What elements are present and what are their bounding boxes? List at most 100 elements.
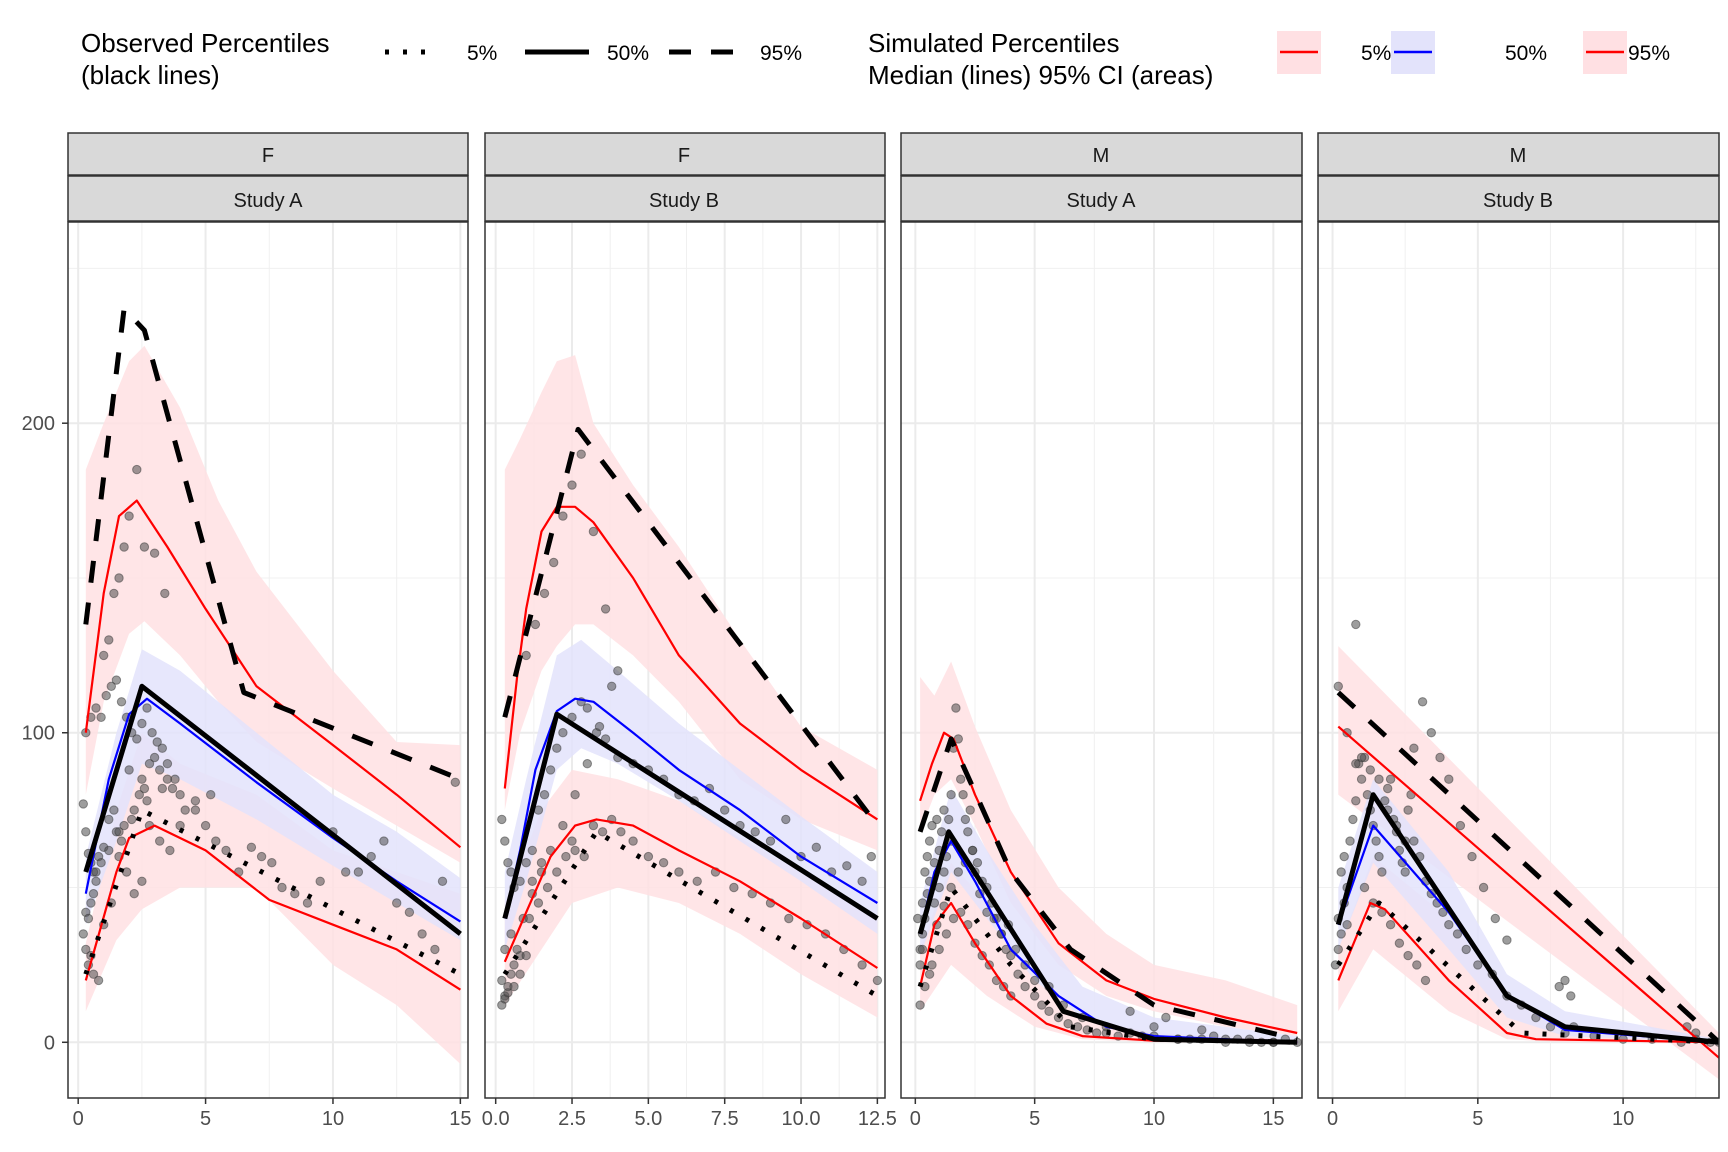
observed-point (315, 876, 325, 886)
observed-point (521, 650, 531, 661)
observed-point (1006, 950, 1016, 961)
observed-point (607, 681, 617, 691)
obs-p50-line (83, 683, 462, 936)
strip-bottom-background (1317, 175, 1720, 222)
observed-point (246, 842, 257, 852)
observed-point (277, 882, 287, 893)
x-tick-label: 10.0 (782, 1108, 821, 1130)
observed-point (781, 814, 791, 825)
observed-point (134, 790, 145, 800)
observed-point (866, 851, 876, 862)
sim-p95-line (503, 505, 878, 821)
observed-point (1342, 920, 1352, 930)
observed-point (104, 845, 114, 856)
observed-point (132, 734, 142, 744)
observed-point (99, 650, 109, 661)
strip-top-label: F (678, 145, 690, 167)
sim-p50-ci-band (504, 639, 878, 950)
observed-point (924, 836, 935, 846)
obs-p95-line (83, 306, 462, 782)
observed-point (784, 913, 794, 924)
legend-simulated-title-line2: Median (lines) 95% CI (areas) (868, 60, 1213, 90)
observed-point (765, 836, 776, 846)
observed-point (119, 820, 129, 831)
observed-point (872, 975, 883, 986)
observed-point (915, 1000, 925, 1010)
observed-point (927, 820, 937, 831)
observed-point (1455, 820, 1466, 831)
sim-p95-ci-band (85, 345, 461, 863)
observed-point (1371, 836, 1381, 846)
observed-point (567, 480, 577, 490)
observed-point (267, 858, 277, 868)
legend-simulated-label-50: 50% (1505, 42, 1547, 65)
legend-observed-label-50: 50% (607, 42, 649, 65)
strip-bottom-label: Study A (1067, 190, 1137, 212)
sim-p05-ci-band (1338, 856, 1719, 1043)
sim-p95-line (919, 731, 1298, 1035)
observed-point (552, 743, 562, 753)
observed-point (106, 681, 117, 691)
observed-point (1377, 867, 1387, 877)
observed-point (927, 960, 937, 970)
obs-p05-line (83, 807, 462, 977)
y-axis: 200 100 0 (22, 413, 55, 1054)
x-tick-label: 2.5 (558, 1108, 586, 1130)
sim-p95-line (1337, 725, 1719, 1059)
observed-point (953, 867, 963, 877)
observed-point (948, 913, 959, 924)
legend-observed: Observed Percentiles (black lines) 5% 50… (81, 28, 802, 90)
panel-background: 0 5 10 15 (62, 132, 471, 1130)
observed-point (109, 588, 119, 599)
observed-point (91, 876, 101, 886)
observed-point (132, 464, 142, 475)
observed-point (842, 861, 852, 871)
y-tick-label: 100 (22, 723, 55, 745)
observed-point (1461, 944, 1471, 955)
strip-top-background (1317, 132, 1720, 176)
observed-point (539, 790, 550, 800)
observed-point (936, 827, 947, 837)
observed-point (1356, 752, 1367, 763)
sim-p95-line (84, 499, 462, 849)
observed-point (137, 876, 147, 886)
obs-p50-line (917, 829, 1298, 1045)
panel-background: 0 5 10 15 (900, 132, 1303, 1130)
observed-point (1394, 938, 1405, 948)
observed-point (1566, 991, 1576, 1001)
observed-point (450, 777, 460, 787)
sim-p95-ci-band (920, 661, 1298, 1037)
observed-point (924, 969, 935, 979)
legend-observed-label-95: 95% (760, 42, 802, 65)
strip-bottom-label: Study B (1483, 190, 1553, 212)
observed-point (109, 805, 119, 815)
observed-point (530, 619, 541, 630)
observed-point (658, 858, 669, 868)
observed-point (674, 867, 684, 877)
obs-p95-line (502, 426, 880, 828)
observed-point (430, 944, 440, 955)
observed-point (101, 690, 111, 701)
observed-point (1374, 774, 1384, 784)
observed-point (157, 743, 168, 753)
observed-point (200, 820, 211, 831)
panel-background: 0 5 10 (1317, 132, 1720, 1130)
observed-points (1330, 619, 1719, 1048)
panel-border (67, 221, 469, 1099)
observed-point (972, 858, 983, 868)
observed-point (366, 851, 376, 862)
observed-point (155, 765, 165, 775)
observed-point (1385, 920, 1396, 930)
observed-point (1438, 907, 1448, 917)
x-tick-label: 10 (1612, 1108, 1634, 1130)
sim-p95-ci-band (504, 355, 878, 851)
x-axis: 0.0 2.5 5.0 7.5 10.0 12.5 (482, 1098, 897, 1130)
x-tick-label: 5 (200, 1108, 211, 1130)
plot-content (1330, 619, 1719, 1080)
observed-point (1417, 697, 1428, 707)
observed-point (139, 542, 150, 552)
strip-bottom-label: Study A (234, 190, 304, 212)
observed-point (616, 827, 626, 837)
x-tick-label: 10 (1143, 1108, 1165, 1130)
observed-point (152, 737, 162, 747)
